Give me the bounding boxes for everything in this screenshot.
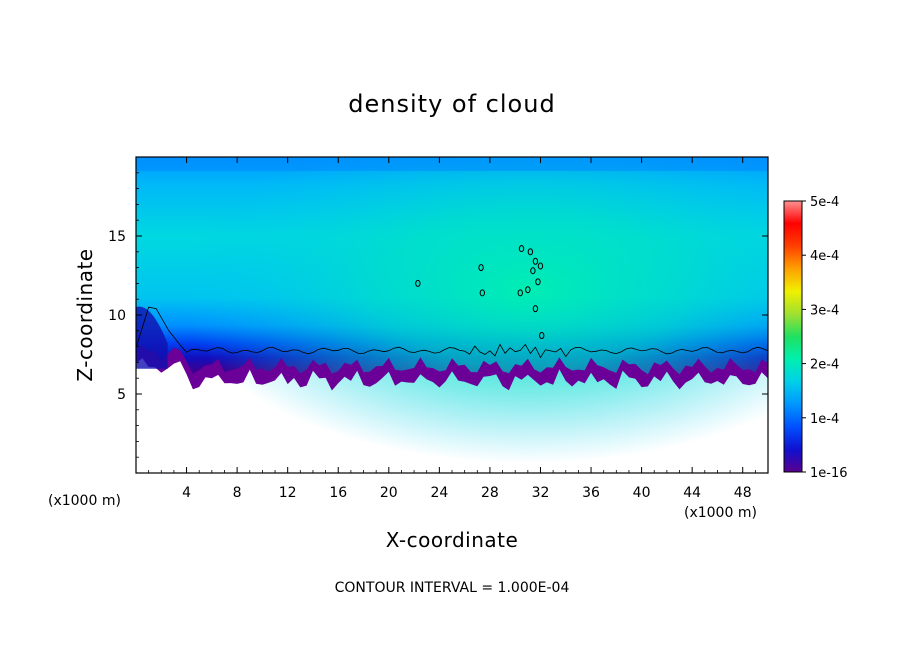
- x-tick-label: 32: [532, 485, 550, 501]
- colorbar-tick-label: 1e-16: [810, 466, 848, 481]
- x-tick-label: 4: [182, 485, 191, 501]
- x-tick-label: 20: [380, 485, 398, 501]
- colorbar-tick-label: 3e-4: [810, 303, 839, 318]
- chart-title: density of cloud: [348, 90, 555, 118]
- contour-blob: [539, 332, 545, 340]
- x-tick-label: 48: [734, 485, 752, 501]
- x-tick-label: 24: [430, 485, 448, 501]
- colorbar-tick-label: 5e-4: [810, 195, 839, 210]
- contour-blob: [527, 248, 534, 256]
- contour-blob: [532, 257, 539, 265]
- y-axis-title: Z-coordinate: [73, 248, 97, 381]
- contour-lines: [136, 245, 768, 359]
- cloud-top-band: [136, 157, 768, 171]
- colorbar-tick-label: 2e-4: [810, 358, 839, 373]
- contour-blob: [415, 279, 421, 287]
- x-axis-title: X-coordinate: [386, 528, 519, 552]
- colorbar: [783, 200, 803, 473]
- colorbar-tick-label: 4e-4: [810, 249, 839, 264]
- x-tick-label: 44: [683, 485, 701, 501]
- x-tick-label: 12: [279, 485, 297, 501]
- contour-blob: [532, 305, 539, 313]
- contour-interval-note: CONTOUR INTERVAL = 1.000E-04: [335, 580, 570, 596]
- x-unit-right: (x1000 m): [684, 505, 757, 521]
- y-tick-label: 10: [108, 308, 126, 324]
- x-axis: 4 8 12 16 20 24 28 32 36 40 44 48: [148, 157, 756, 501]
- contour-blob: [479, 289, 486, 297]
- colorbar-tick-label: 1e-4: [810, 412, 839, 427]
- contour-blob: [478, 264, 484, 272]
- colorbar-ticks: 1e-16 1e-4 2e-4 3e-4 4e-4 5e-4: [802, 195, 848, 481]
- contour-line: [136, 306, 768, 359]
- x-tick-label: 16: [329, 485, 347, 501]
- cloud-base-fringe: [136, 345, 768, 391]
- x-tick-label: 36: [582, 485, 600, 501]
- y-axis: 5 10 15: [108, 172, 768, 458]
- x-tick-label: 40: [633, 485, 651, 501]
- contour-blob: [518, 245, 525, 253]
- contour-blob: [535, 278, 541, 286]
- y-tick-label: 5: [117, 387, 126, 403]
- contour-blob: [530, 267, 536, 275]
- contour-blob: [525, 286, 531, 294]
- contour-blob: [537, 262, 544, 270]
- x-tick-label: 8: [233, 485, 242, 501]
- x-unit-left: (x1000 m): [48, 493, 121, 509]
- contour-blob: [517, 289, 523, 297]
- y-tick-label: 15: [108, 229, 126, 245]
- cloud-core: [136, 157, 768, 473]
- x-tick-label: 28: [481, 485, 499, 501]
- cloud-field: [136, 157, 768, 473]
